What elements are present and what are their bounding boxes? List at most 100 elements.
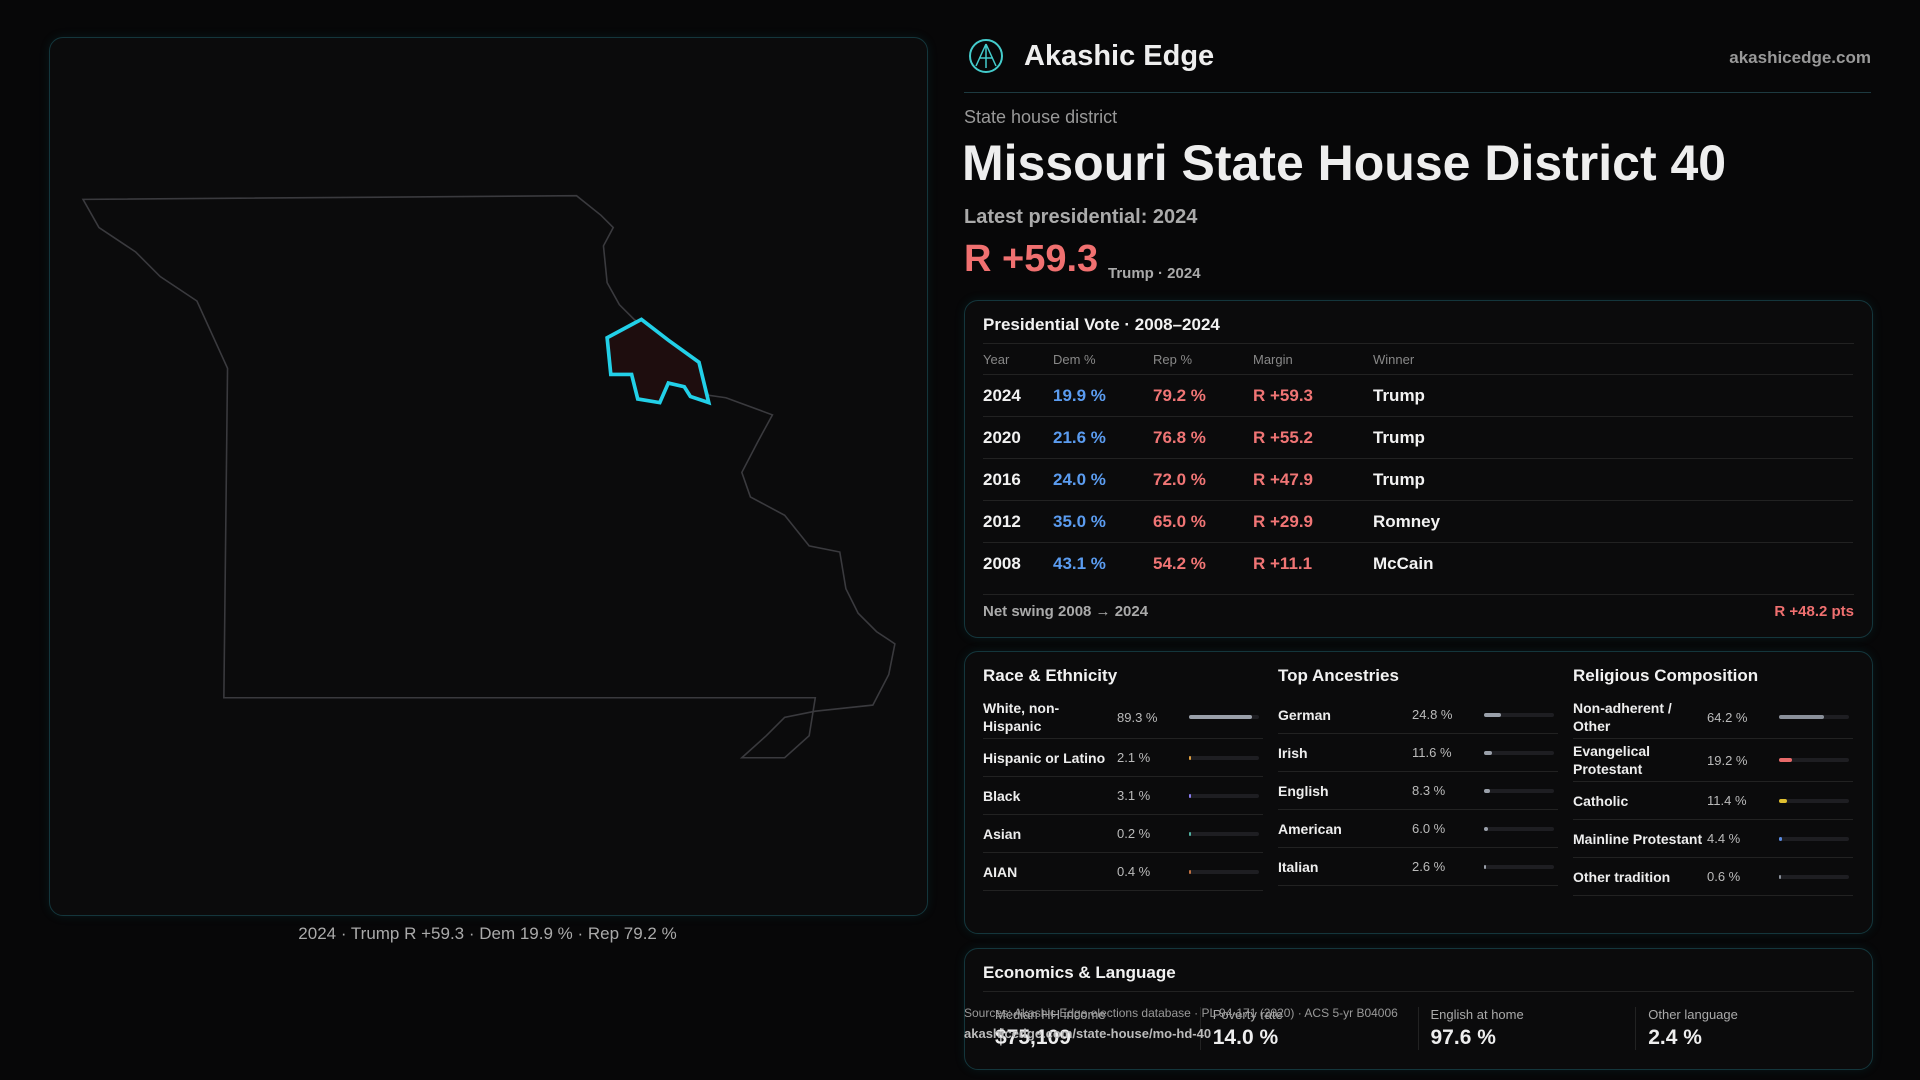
demo-name: Asian — [983, 825, 1022, 842]
vote-cell: Trump — [1373, 416, 1853, 459]
margin: R +59.3 — [964, 238, 1099, 280]
demo-name: English — [1278, 782, 1329, 799]
econ-value: 14.0 % — [1212, 1026, 1279, 1049]
vote-cell: 76.8 % — [1153, 416, 1253, 459]
bar — [1779, 874, 1781, 879]
econ-item: Other language 2.4 % — [1635, 1007, 1853, 1050]
district-shape — [605, 317, 712, 406]
column-header: Year — [983, 351, 1010, 367]
demo-name: German — [1278, 706, 1331, 723]
demo-value: 64.2 % — [1707, 709, 1748, 725]
demo-name: AIAN — [983, 863, 1018, 880]
vote-cell: Trump — [1373, 374, 1853, 417]
demo-name: Other tradition — [1573, 868, 1671, 885]
vote-cell: 2016 — [983, 458, 1053, 501]
vote-cell: R +59.3 — [1253, 374, 1373, 417]
section-title: Top Ancestries — [1278, 666, 1399, 685]
divider — [983, 594, 1854, 595]
demo-row: Hispanic or Latino 2.1 % — [983, 739, 1263, 777]
demo-name: Mainline Protestant — [1573, 830, 1703, 847]
demo-value: 0.4 % — [1117, 864, 1151, 879]
vote-cell: 54.2 % — [1153, 542, 1253, 584]
bar-track — [1779, 715, 1849, 719]
vote-table: Year Dem % Rep % Margin Winner 2024 19.9 % 79.2… — [983, 344, 1853, 584]
vote-panel: Presidential Vote · 2008–2024 Year Dem % R… — [964, 300, 1873, 638]
demo-row: Mainline Protestant 4.4 % — [1573, 820, 1853, 858]
bar — [1484, 750, 1493, 755]
sources: Sources: Akashic Edge elections database… — [964, 1006, 1398, 1020]
bar — [1189, 869, 1191, 874]
bar — [1484, 826, 1489, 831]
demo-name: Hispanic or Latino — [983, 749, 1106, 766]
divider — [983, 343, 1854, 344]
swing-label: Net swing 2008 → 2024 — [983, 603, 1149, 620]
vote-row: 2008 43.1 % 54.2 % R +11.1 McCain — [983, 542, 1853, 584]
vote-cell: 65.0 % — [1153, 500, 1253, 543]
column-header: Dem % — [1053, 351, 1096, 367]
url: akashicedge.com/state-house/mo-hd-40 — [964, 1026, 1212, 1041]
bar-track — [1484, 826, 1554, 831]
bar — [1189, 831, 1191, 836]
vote-cell: R +11.1 — [1253, 542, 1373, 584]
demo-row: Black 3.1 % — [983, 777, 1263, 815]
demo-value: 8.3 % — [1412, 783, 1446, 798]
demo-value: 11.4 % — [1707, 793, 1747, 808]
vote-cell: McCain — [1373, 542, 1853, 584]
bar — [1484, 788, 1490, 793]
bar-track — [1189, 831, 1259, 836]
vote-row: 2024 19.9 % 79.2 % R +59.3 Trump — [983, 374, 1853, 417]
demo-row: Catholic 11.4 % — [1573, 782, 1853, 820]
demo-row: White, non-Hispanic 89.3 % — [983, 696, 1263, 739]
bar-track — [1189, 715, 1259, 719]
economics-panel: Economics & Language Median HH income $75… — [964, 948, 1873, 1070]
econ-value: 97.6 % — [1430, 1026, 1496, 1049]
econ-value: 2.4 % — [1648, 1026, 1702, 1049]
latest: Latest presidential: 2024 — [964, 206, 1198, 228]
margin-note: Trump · 2024 — [1108, 265, 1201, 282]
panel-title: Economics & Language — [983, 963, 1176, 982]
vote-cell: 21.6 % — [1053, 416, 1153, 459]
demo-value: 11.6 % — [1412, 745, 1452, 760]
swing-value: R +48.2 pts — [1774, 603, 1854, 620]
demo-value: 24.8 % — [1412, 707, 1453, 722]
column-header: Rep % — [1153, 351, 1193, 367]
demo-value: 0.2 % — [1117, 826, 1151, 841]
bar-track — [1779, 758, 1849, 762]
demo-name: Non-adherent / Other — [1573, 700, 1672, 734]
vote-cell: 2024 — [983, 374, 1053, 417]
bar-track — [1189, 869, 1259, 874]
vote-row: 2012 35.0 % 65.0 % R +29.9 Romney — [983, 500, 1853, 543]
demo-row: Evangelical Protestant 19.2 % — [1573, 739, 1853, 782]
vote-cell: Trump — [1373, 458, 1853, 501]
district-title: Missouri State House District 40 — [962, 135, 1727, 191]
econ-item: Median HH income $75,109 — [983, 1007, 1200, 1050]
bar — [1484, 712, 1502, 717]
demo-value: 89.3 % — [1117, 709, 1158, 725]
bar-track — [1484, 750, 1554, 755]
brand: Akashic Edge — [1024, 40, 1215, 72]
bar — [1484, 864, 1486, 869]
demo-name: Evangelical Protestant — [1573, 743, 1651, 777]
bar-track — [1484, 788, 1554, 793]
divider — [964, 92, 1871, 93]
vote-row: 2016 24.0 % 72.0 % R +47.9 Trump — [983, 458, 1853, 501]
map — [81, 194, 896, 759]
demo-value: 3.1 % — [1117, 788, 1151, 803]
logo — [969, 39, 1003, 73]
vote-cell: 2008 — [983, 542, 1053, 584]
vote-cell: R +55.2 — [1253, 416, 1373, 459]
demo-value: 6.0 % — [1412, 821, 1446, 836]
vote-cell: Romney — [1373, 500, 1853, 543]
econ-item: English at home 97.6 % — [1417, 1007, 1636, 1050]
demo-name: White, non-Hispanic — [983, 700, 1060, 734]
demo-row: AIAN 0.4 % — [983, 853, 1263, 891]
demo-row: American 6.0 % — [1278, 810, 1558, 848]
section-title: Race & Ethnicity — [983, 666, 1118, 685]
kind: State house district — [964, 107, 1118, 127]
demo-row: Other tradition 0.6 % — [1573, 858, 1853, 896]
demo-name: American — [1278, 820, 1342, 837]
demo-value: 2.1 % — [1117, 750, 1151, 765]
vote-cell: 43.1 % — [1053, 542, 1153, 584]
bar-track — [1779, 836, 1849, 841]
